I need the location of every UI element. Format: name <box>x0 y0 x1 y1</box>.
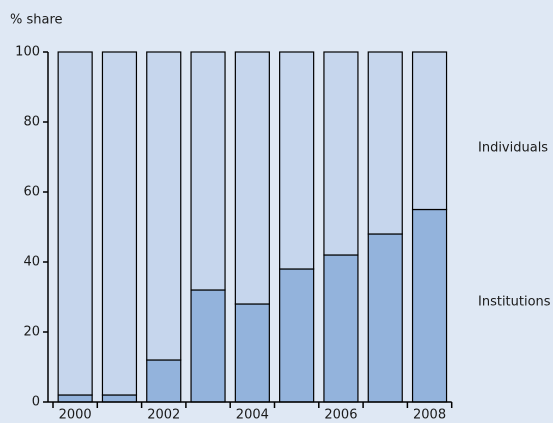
y-tick-label: 20 <box>23 325 40 340</box>
bar-segment <box>57 394 93 403</box>
bar-segment <box>367 51 403 235</box>
bar-segment <box>411 208 448 403</box>
y-axis-label: % share <box>10 13 63 28</box>
x-tick-label: 2002 <box>147 408 180 423</box>
bar-segment <box>279 268 315 403</box>
bar-segment <box>411 51 448 211</box>
x-tick-label: 2008 <box>413 408 446 423</box>
bar-segment <box>146 359 182 403</box>
bar-segment <box>190 289 226 403</box>
bar-segment <box>146 51 182 361</box>
bar-segment <box>57 51 93 396</box>
y-tick-label: 100 <box>15 45 40 60</box>
bar-segment <box>234 51 270 305</box>
bar-segment <box>101 394 138 403</box>
x-tick-label: 2006 <box>324 408 357 423</box>
bar-segment <box>190 51 226 291</box>
legend-entry: Individuals <box>478 141 548 156</box>
bar-segment <box>367 233 403 403</box>
y-tick-label: 0 <box>32 395 40 410</box>
legend-entry: Institutions <box>478 295 551 310</box>
y-tick-label: 80 <box>23 115 40 130</box>
bar-segment <box>323 51 359 256</box>
bar-segment <box>101 51 138 396</box>
bar-segment <box>279 51 315 270</box>
bar-segment <box>323 254 359 403</box>
x-tick-label: 2000 <box>59 408 92 423</box>
y-tick-label: 60 <box>23 185 40 200</box>
x-tick-label: 2004 <box>236 408 269 423</box>
y-tick-label: 40 <box>23 255 40 270</box>
bar-segment <box>234 303 270 403</box>
